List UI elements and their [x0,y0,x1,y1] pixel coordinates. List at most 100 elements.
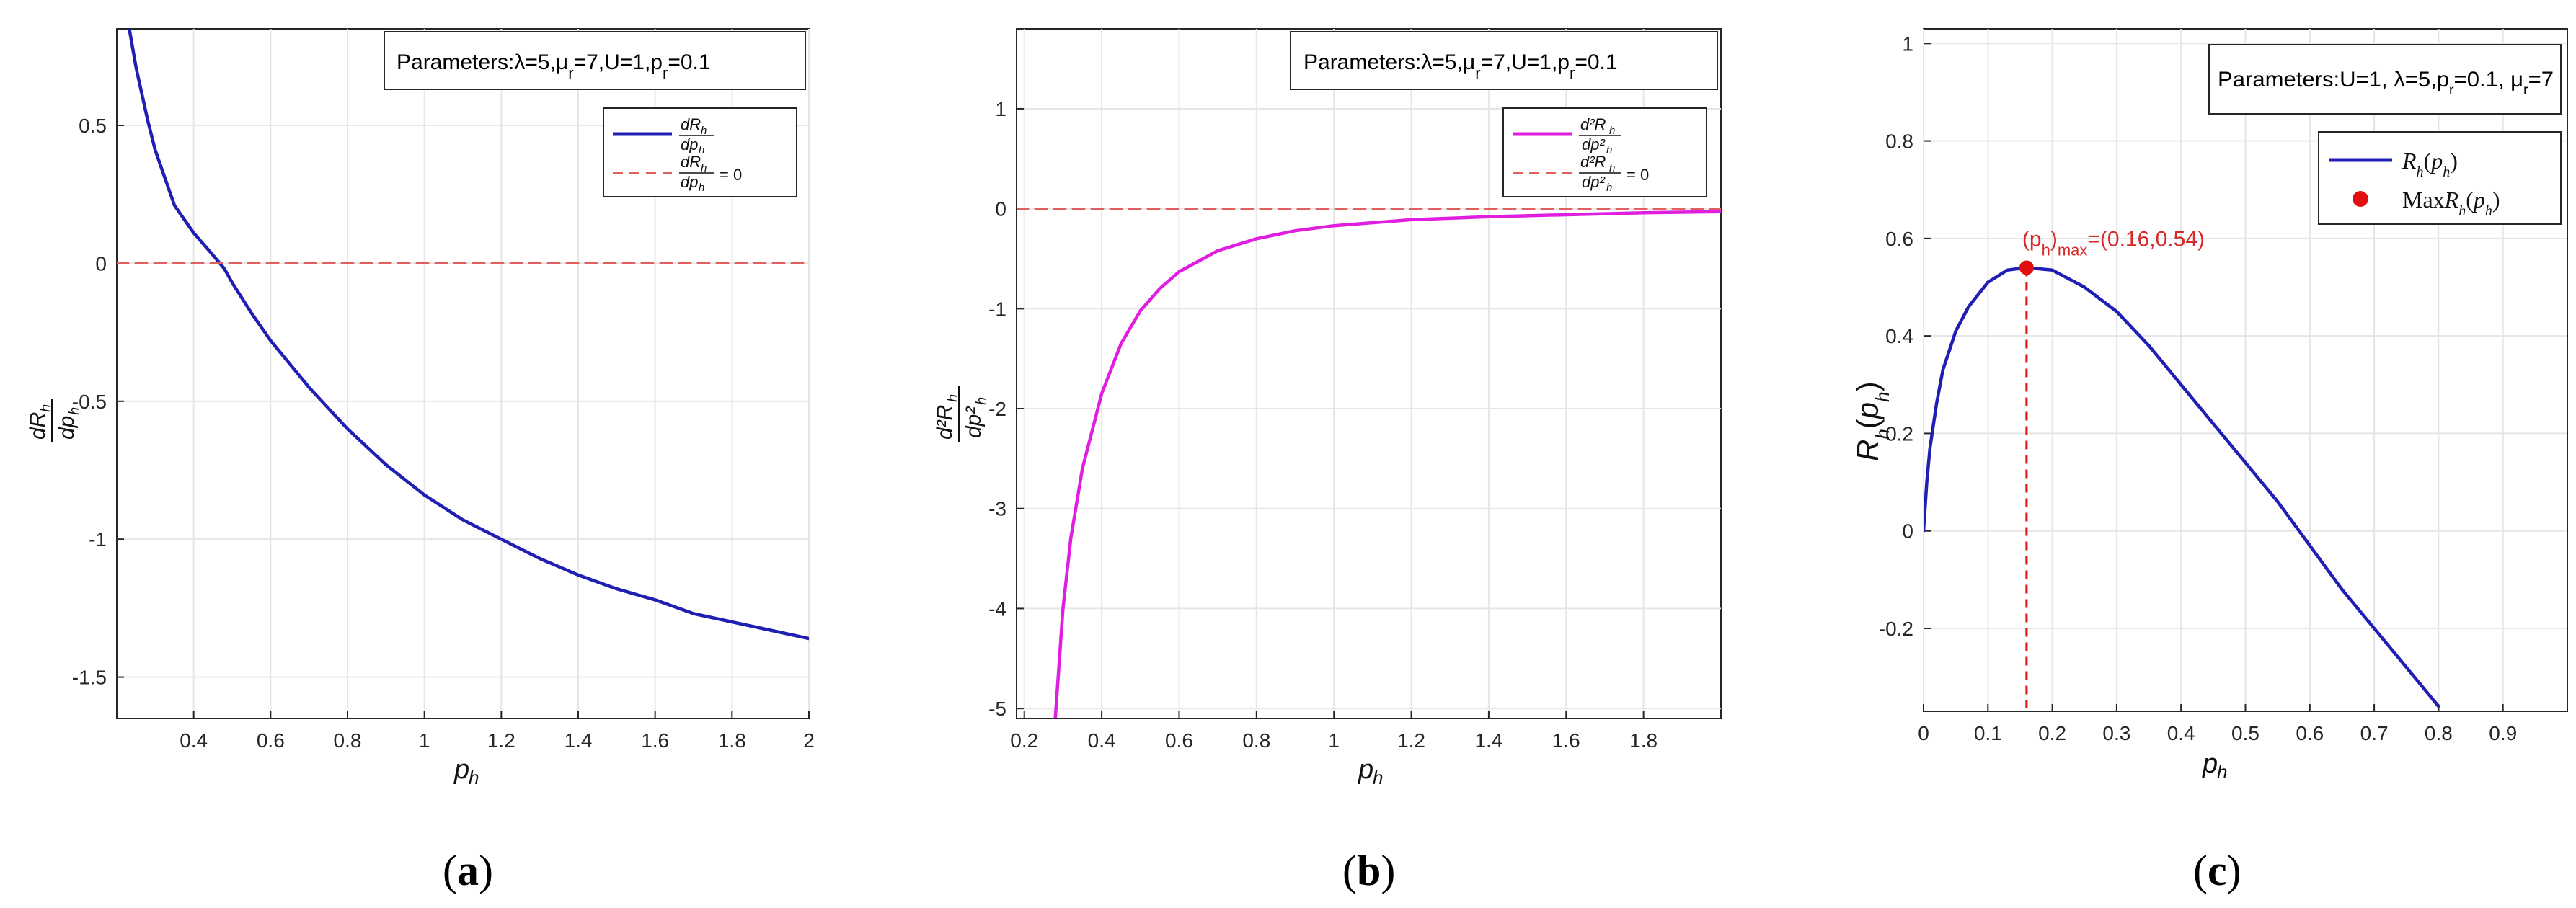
svg-text:d²R: d²R [933,405,957,440]
svg-text:p: p [1358,755,1373,785]
svg-text:h: h [974,397,990,405]
panel-c-series: (ph)max=(0.16,0.54) [1924,227,2440,708]
y-tick-label: -5 [988,698,1006,720]
panel-b-caption: (b) [1342,847,1395,894]
y-tick-label: 0.4 [1885,325,1913,347]
x-tick-label: 0.9 [2489,722,2517,744]
svg-text:dp²: dp² [1582,173,1605,191]
panel-b: 0.2 0.4 0.6 0.8 1 1.2 1.4 1.6 1.8 1 0 -1 -2 -3 -4 -5 P… [933,28,1722,894]
panel-b-x-ticks: 0.2 0.4 0.6 0.8 1 1.2 1.4 1.6 1.8 [1010,711,1657,752]
y-tick-label: -1 [988,298,1006,320]
svg-text:dp: dp [55,416,79,440]
y-tick-label: -3 [988,498,1006,520]
svg-text:h: h [38,404,54,412]
panel-b-parameters-box: Parameters:λ=5,μr=7,U=1,pr=0.1 [1290,31,1718,90]
svg-text:h: h [1609,125,1615,137]
x-tick-label: 1.6 [641,729,669,752]
panel-a-parameters-box: Parameters:λ=5,μr=7,U=1,pr=0.1 [384,31,806,90]
x-tick-label: 0.7 [2360,722,2389,744]
x-tick-label: 1.8 [718,729,746,752]
svg-text:h: h [469,767,479,788]
legend-b-label-2: d²R h dp² h = 0 [1579,153,1649,194]
x-tick-label: 0.6 [2296,722,2324,744]
legend-a-label-1: dR h dp h [679,115,714,156]
svg-text:dR: dR [681,153,701,171]
max-point-marker [2019,260,2034,275]
y-tick-label: -0.2 [1879,618,1913,640]
y-tick-label: 1 [1902,32,1913,55]
series-line-1 [1924,266,2440,708]
y-tick-label: 0.6 [1885,228,1913,250]
x-tick-label: 1 [419,729,430,752]
svg-text:dp²: dp² [1582,135,1605,153]
svg-text:h: h [701,125,707,137]
panel-b-xlabel: ph [1358,755,1383,788]
panel-b-series [1017,208,1721,718]
svg-text:h: h [701,162,707,174]
y-tick-label: 0 [995,198,1006,221]
x-tick-label: 0.6 [1165,729,1193,752]
svg-text:d²R: d²R [1580,115,1606,133]
svg-text:h: h [1606,182,1612,194]
x-tick-label: 1.6 [1552,729,1580,752]
x-tick-label: 0.6 [257,729,285,752]
panel-a-grid [117,29,810,718]
x-tick-label: 1.8 [1629,729,1657,752]
svg-text:= 0: = 0 [1626,166,1649,184]
y-tick-label: -2 [988,398,1006,420]
svg-text:Rh(ph): Rh(ph) [1851,381,1893,461]
series-line-1 [128,29,809,641]
x-tick-label: 0.1 [1974,722,2002,744]
x-tick-label: 0 [1918,722,1929,744]
x-tick-label: 0.5 [2231,722,2259,744]
x-tick-label: 0.4 [1088,729,1116,752]
svg-text:dR: dR [681,115,701,133]
svg-text:h: h [1609,162,1615,174]
svg-text:= 0: = 0 [720,166,742,184]
y-tick-label: -1 [89,528,107,551]
y-tick-label: -0.5 [72,391,107,413]
legend-a-label-2: dR h dp h = 0 [679,153,742,194]
panel-c-parameters-box: Parameters:U=1, λ=5,p r=0.1, μ r=7 [2208,44,2562,115]
x-tick-label: 1.4 [565,729,593,752]
legend-c-marker-2 [2353,191,2368,207]
panel-a-caption: (a) [443,847,493,894]
panel-b-y-ticks: 1 0 -1 -2 -3 -4 -5 [988,98,1024,720]
panel-a-ylabel: dRh dph [26,399,83,442]
svg-text:dR: dR [26,412,50,440]
x-tick-label: 0.8 [334,729,362,752]
x-tick-label: 0.4 [2167,722,2195,744]
panel-c-legend: Rh(ph) MaxRh(ph) [2318,131,2562,225]
x-tick-label: 0.8 [2425,722,2453,744]
svg-text:p: p [2202,749,2218,779]
y-tick-label: 0.5 [79,115,107,137]
x-tick-label: 1 [1328,729,1340,752]
panel-a-legend: dR h dp h dR h dp h = 0 [603,107,797,197]
svg-text:h: h [945,394,961,402]
svg-text:d²R: d²R [1580,153,1606,171]
legend-b-label-1: d²R h dp² h [1579,115,1621,156]
panel-c-y-ticks: 1 0.8 0.6 0.4 0.2 0 -0.2 [1879,32,1931,640]
y-tick-label: 0.2 [1885,422,1913,445]
x-tick-label: 1.4 [1474,729,1502,752]
svg-text:h: h [67,407,83,415]
y-tick-label: 0 [1902,520,1913,543]
panel-c-caption: (c) [2193,847,2241,894]
panel-a-y-ticks: 0.5 0 -0.5 -1 -1.5 [72,115,124,689]
svg-text:dp: dp [681,173,698,191]
x-tick-label: 1.2 [487,729,515,752]
svg-text:h: h [1373,767,1383,788]
x-tick-label: 0.3 [2102,722,2130,744]
svg-text:h: h [1606,144,1612,156]
x-tick-label: 0.2 [2038,722,2066,744]
y-tick-label: -4 [988,597,1006,620]
y-tick-label: -1.5 [72,667,107,689]
x-tick-label: 0.4 [180,729,208,752]
x-tick-label: 0.2 [1010,729,1038,752]
panel-c: 0 0.1 0.2 0.3 0.4 0.5 0.6 0.7 0.8 0.9 1 0.8 0.6 0.4 0… [1851,28,2568,894]
svg-text:dp: dp [681,135,698,153]
panel-a: 0.4 0.6 0.8 1 1.2 1.4 1.6 1.8 2 0.5 0 -0.5 -1 -1.5 P… [26,28,815,894]
svg-text:h: h [699,144,704,156]
